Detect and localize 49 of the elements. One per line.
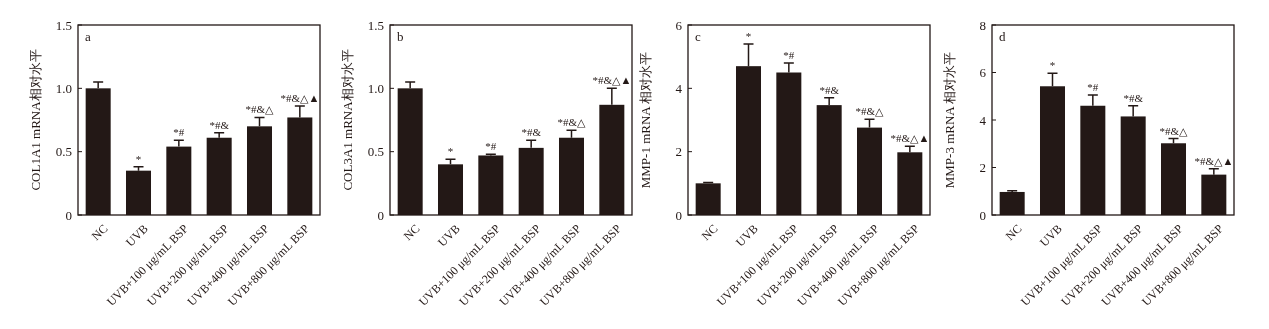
y-tick-label: 0 [65,207,72,223]
annotation: *#& [819,83,840,96]
annotation: *# [783,49,795,61]
annotation: * [1049,59,1056,72]
y-axis-title: COL3A1 mRNA相对水平 [340,49,355,191]
y-tick-label: 4 [979,112,987,128]
y-tick-label: 1.0 [55,80,72,96]
annotation: *#&△▲ [1194,154,1234,167]
y-tick-label: 6 [979,65,987,80]
y-tick-label: 4 [675,80,683,96]
x-tick-label: NC [88,221,111,244]
y-tick-label: 8 [979,17,986,33]
annotation: *#&△▲ [592,74,632,87]
y-axis-title: MMP-1 mRNA 相对水平 [638,51,653,189]
annotation: *#&△ [1159,124,1189,137]
annotation: *#&△ [557,116,587,129]
y-tick-label: 0.5 [367,144,384,160]
annotation: * [447,145,454,158]
annotation: *#&△ [855,105,885,118]
y-tick-label: 0 [979,207,986,223]
y-tick-label: 0.5 [55,144,72,160]
x-tick-label: NC [1002,221,1025,244]
y-tick-label: 1.0 [367,80,384,96]
x-tick-label: NC [698,221,721,244]
annotation: *# [485,140,497,153]
annotation: * [745,30,752,42]
y-tick-label: 2 [979,160,986,175]
y-axis-title: COL1A1 mRNA相对水平 [28,49,43,191]
x-tick-label: NC [400,221,423,244]
annotation: *#& [209,118,230,131]
annotation: *#& [1123,91,1144,104]
annotation: d [999,28,1006,44]
y-tick-label: 1.5 [55,17,72,33]
y-tick-label: 0 [377,207,384,223]
annotation: *# [1087,81,1099,94]
annotation: b [397,28,404,44]
y-tick-label: 1.5 [367,17,384,33]
annotation: *#&△ [245,103,275,116]
y-tick-label: 2 [675,144,682,160]
annotation: *#&△▲ [280,92,320,105]
y-axis-title: MMP-3 mRNA 相对水平 [942,51,957,189]
y-tick-label: 6 [675,17,683,33]
annotation: * [135,152,142,165]
annotation: a [85,28,91,44]
annotation: c [695,28,701,44]
annotation: *#&△▲ [890,132,930,145]
annotation: *# [173,126,185,139]
annotation: *#& [521,126,542,139]
y-tick-label: 0 [675,207,682,223]
